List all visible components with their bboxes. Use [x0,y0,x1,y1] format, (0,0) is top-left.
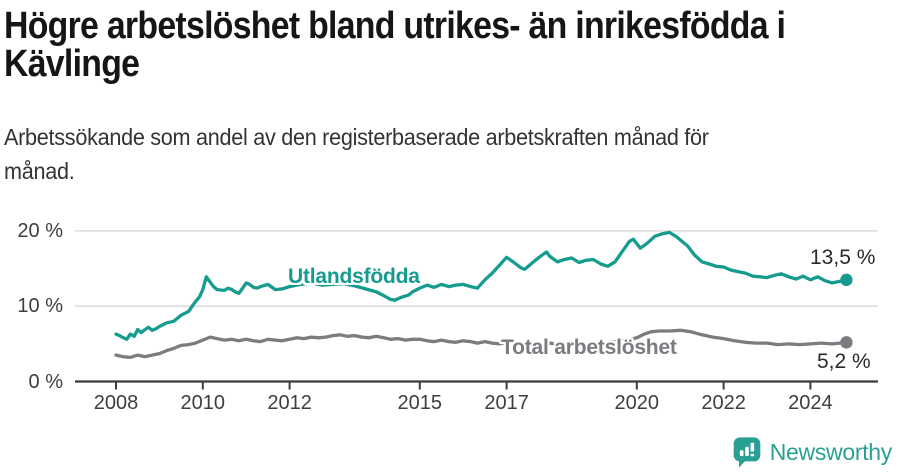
x-axis-tick-label: 2020 [614,392,660,414]
subtitle-line-2: månad. [4,158,75,184]
title-line-2: Kävlinge [4,43,140,85]
x-axis-tick-label: 2017 [484,392,529,414]
x-axis-tick-label: 2015 [397,392,443,414]
x-axis-tick-label: 2024 [788,392,833,414]
series-label-total-arbetsloshet: Total arbetslöshet [501,336,677,359]
y-axis-tick-label: 10 % [17,295,63,318]
y-axis-tick-label: 20 % [17,219,63,242]
end-value-label-total: 5,2 % [817,350,871,373]
end-value-label-utlandsfodda: 13,5 % [810,246,876,269]
title-line-1: Högre arbetslöshet bland utrikes- än inr… [4,5,786,47]
subtitle-line-1: Arbetssökande som andel av den registerb… [4,124,709,150]
x-axis-tick-label: 2010 [180,392,226,414]
series-label-utlandsfodda: Utlandsfödda [288,265,420,288]
page-title: Högre arbetslöshet bland utrikes- än inr… [0,0,900,83]
chart-header: Högre arbetslöshet bland utrikes- än inr… [0,0,900,184]
newsworthy-logo-icon [731,436,763,469]
footer: Newsworthy [731,436,892,469]
newsworthy-wordmark: Newsworthy [769,439,893,465]
newsworthy-logo-link[interactable]: Newsworthy [731,436,892,469]
x-axis-tick-label: 2012 [267,392,312,414]
x-axis-tick-label: 2022 [701,392,746,414]
y-axis-tick-label: 0 % [28,370,63,393]
chart-subtitle: Arbetssökande som andel av den registerb… [4,120,754,188]
x-axis-tick-label: 2008 [93,392,139,414]
